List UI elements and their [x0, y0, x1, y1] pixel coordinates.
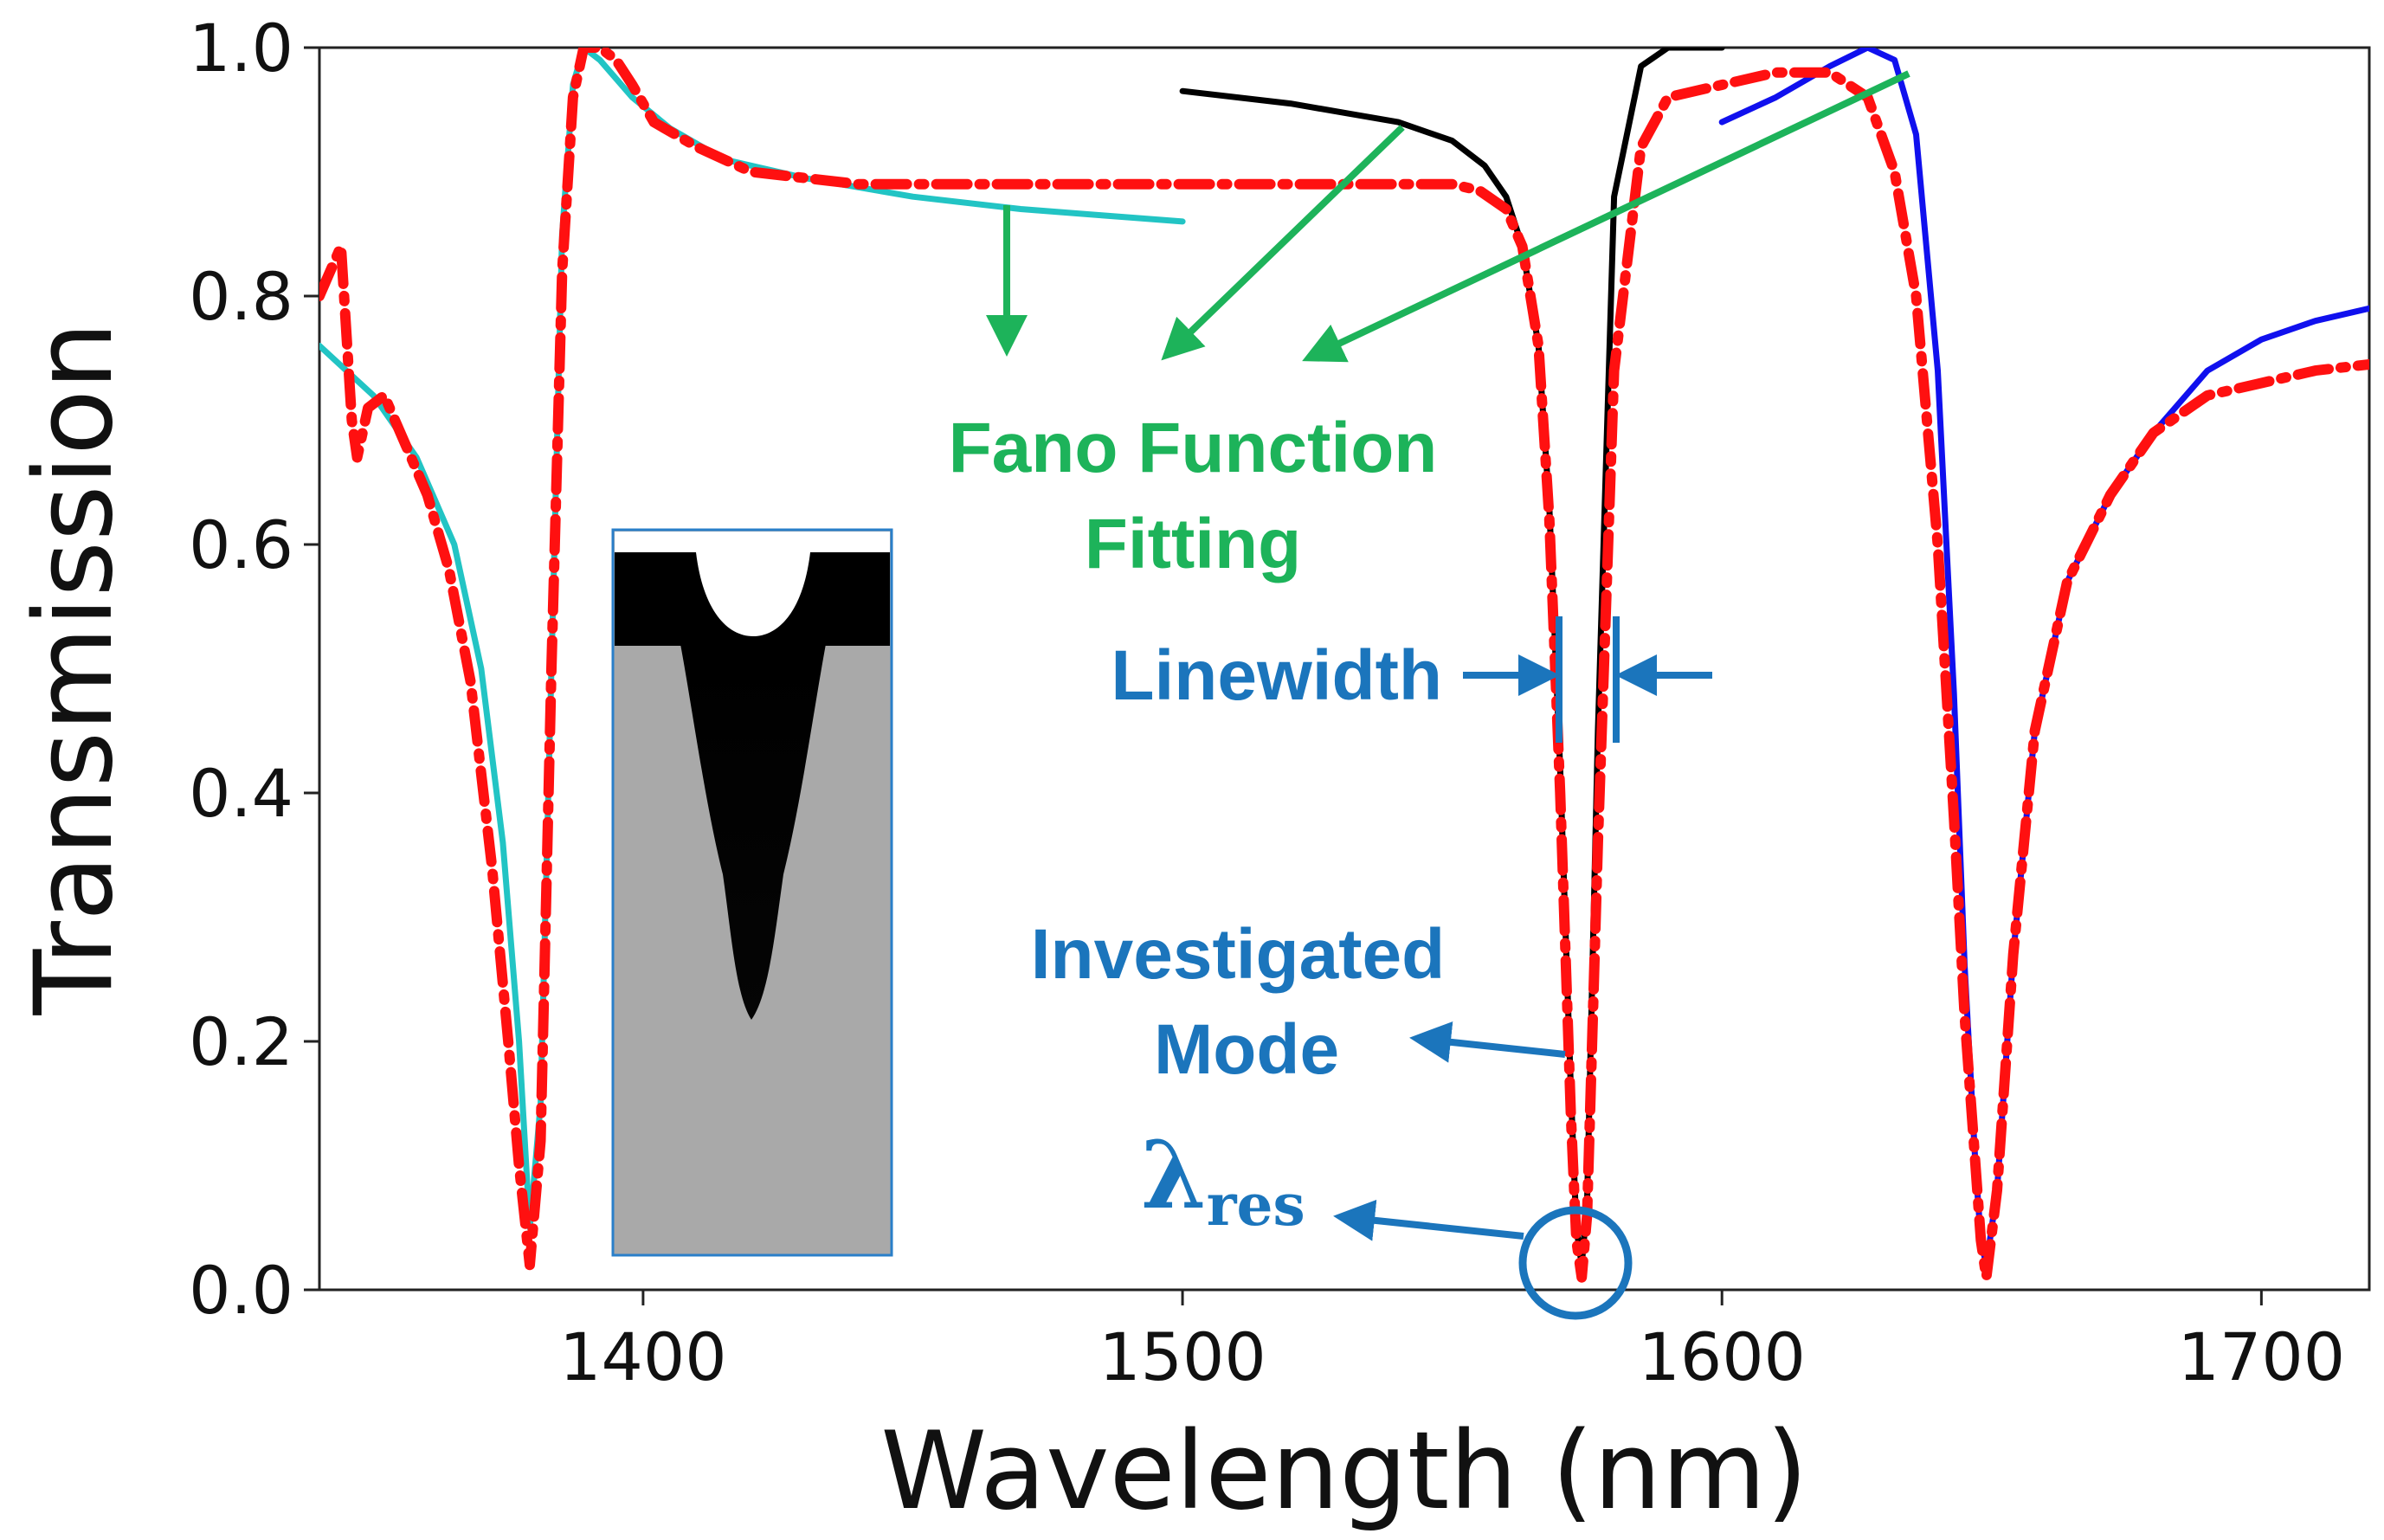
fano-arrow-3: [1302, 70, 1910, 363]
fano-label-line2: Fitting: [1085, 505, 1301, 583]
investigated-label-line2: Mode: [1154, 1010, 1339, 1089]
x-tick-label: 1600: [1638, 1318, 1805, 1395]
investigated-mode-annotation: Investigated Mode: [1031, 915, 1566, 1089]
y-tick-label: 0.8: [189, 258, 293, 335]
x-tick-label: 1700: [2178, 1318, 2345, 1395]
fano-annotation: Fano Function Fitting: [949, 70, 1910, 583]
series-layer: [319, 48, 2369, 1283]
y-tick-label: 0.4: [189, 755, 293, 832]
linewidth-label: Linewidth: [1111, 636, 1442, 715]
x-axis-title: Wavelength (nm): [880, 1409, 1807, 1534]
lambda-res-annotation: λres: [1141, 1121, 1633, 1320]
x-tick-label: 1500: [1099, 1318, 1266, 1395]
inset-structure-image: [611, 528, 893, 1257]
investigated-label-line1: Investigated: [1031, 915, 1445, 994]
lambda-res-arrow: [1333, 1199, 1524, 1241]
fano-arrow-2: [1161, 125, 1405, 361]
x-tick-label: 1400: [559, 1318, 726, 1395]
investigated-arrow: [1409, 1021, 1566, 1063]
series-line-0: [319, 48, 2369, 1283]
y-tick-label: 0.6: [189, 506, 293, 583]
resonance-circle: [1518, 1206, 1633, 1320]
y-axis-title: Transmission: [12, 321, 137, 1015]
fano-label-line1: Fano Function: [949, 409, 1438, 487]
y-tick-label: 0.0: [189, 1252, 293, 1329]
linewidth-annotation: Linewidth: [1111, 616, 1712, 743]
y-tick-label: 1.0: [189, 10, 293, 87]
lambda-res-label: λres: [1141, 1121, 1305, 1239]
y-tick-label: 0.2: [189, 1003, 293, 1080]
axis-layer: 1400 1500 1600 1700 0.0 0.2 0.4 0.6 0.8 1.0: [189, 10, 2345, 1395]
